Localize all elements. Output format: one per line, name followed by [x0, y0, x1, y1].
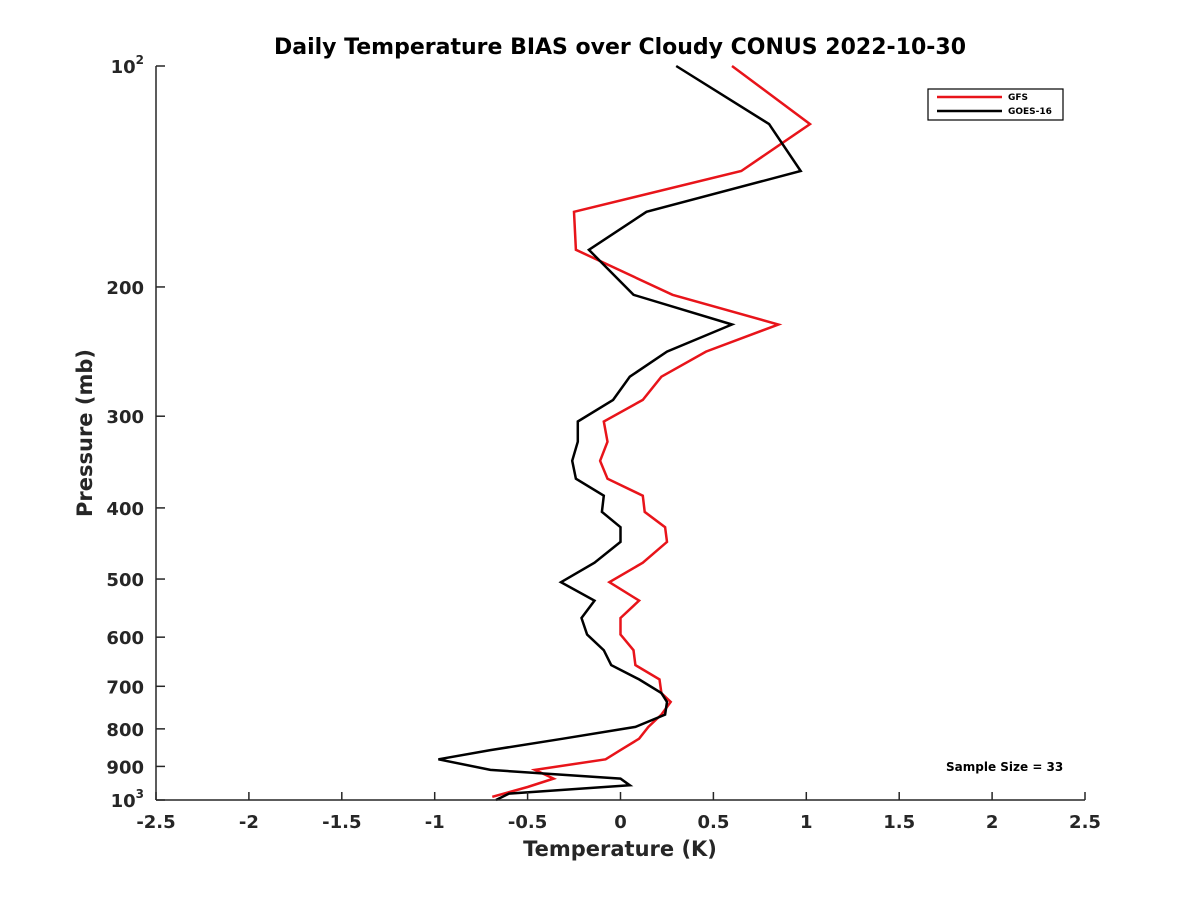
legend: GFS GOES-16: [927, 88, 1064, 121]
x-axis-label: Temperature (K): [523, 837, 717, 861]
legend-label-goes: GOES-16: [1008, 107, 1052, 117]
y-tick-label: 500: [106, 570, 144, 591]
y-ticks: 102 200 300 400 500 600 700 800 900 103: [106, 53, 165, 812]
x-tick-label: 0: [614, 812, 627, 833]
x-tick-label: -0.5: [508, 812, 547, 833]
y-tick-label: 600: [106, 628, 144, 649]
y-tick-label: 800: [106, 720, 144, 741]
x-tick-label: 0.5: [697, 812, 729, 833]
x-tick-label: 1: [800, 812, 813, 833]
x-tick-label: 2.5: [1069, 812, 1101, 833]
series-line-1: [438, 64, 803, 802]
series-line-0: [491, 64, 813, 799]
legend-label-gfs: GFS: [1008, 93, 1028, 103]
sample-size-annotation: Sample Size = 33: [946, 760, 1063, 774]
legend-box: [927, 88, 1064, 121]
x-tick-label: -2.5: [136, 812, 175, 833]
y-tick-label: 400: [106, 499, 144, 520]
y-tick-label: 900: [106, 757, 144, 778]
x-tick-label: 1.5: [883, 812, 915, 833]
y-tick-label: 103: [111, 787, 144, 812]
y-axis-label: Pressure (mb): [73, 349, 97, 517]
y-tick-label: 300: [106, 407, 144, 428]
y-tick-label: 102: [111, 53, 144, 78]
y-tick-label: 700: [106, 677, 144, 698]
x-ticks: -2.5 -2 -1.5 -1 -0.5 0 0.5 1 1.5 2 2.5: [136, 792, 1101, 833]
x-tick-label: -2: [239, 812, 259, 833]
x-tick-label: -1: [425, 812, 445, 833]
x-tick-label: 2: [986, 812, 999, 833]
x-tick-label: -1.5: [322, 812, 361, 833]
y-tick-label: 200: [106, 278, 144, 299]
series-layer: [438, 64, 813, 802]
chart-title: Daily Temperature BIAS over Cloudy CONUS…: [274, 35, 966, 60]
